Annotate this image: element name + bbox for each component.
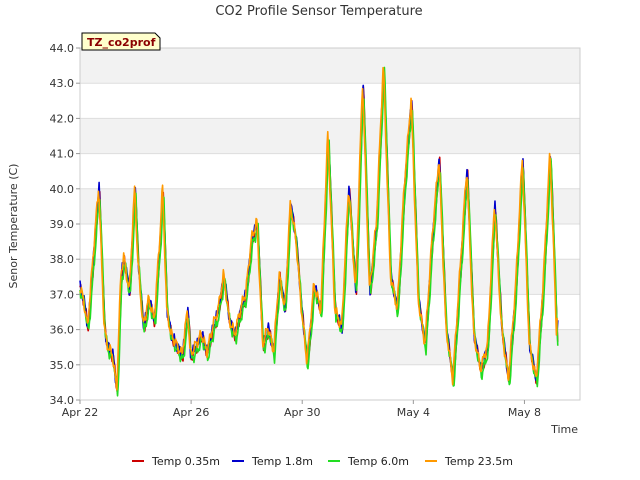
y-axis-label: Senor Temperature (C) bbox=[7, 164, 20, 289]
legend-label: Temp 6.0m bbox=[347, 455, 409, 468]
plot-band bbox=[80, 259, 580, 295]
y-tick-label: 35.0 bbox=[50, 359, 75, 372]
x-tick-label: Apr 26 bbox=[173, 406, 210, 419]
site-label-box: TZ_co2prof bbox=[81, 32, 161, 51]
plot-band bbox=[80, 364, 580, 400]
series-lines bbox=[79, 66, 559, 397]
x-tick-label: May 4 bbox=[397, 406, 430, 419]
y-axis-ticks: 34.0 35.0 36.0 37.0 38.0 39.0 40.0 41.0 42.0 43.0… bbox=[50, 42, 80, 407]
y-tick-label: 44.0 bbox=[50, 42, 75, 55]
y-tick-label: 39.0 bbox=[50, 218, 75, 231]
plot-band bbox=[80, 294, 580, 330]
plot-band bbox=[80, 48, 580, 84]
y-tick-label: 40.0 bbox=[50, 183, 75, 196]
y-tick-label: 37.0 bbox=[50, 288, 75, 301]
plot-band bbox=[80, 83, 580, 119]
chart-title: CO2 Profile Sensor Temperature bbox=[215, 4, 422, 19]
series-line-temp-23-5m bbox=[79, 66, 559, 391]
x-axis-label: Time bbox=[550, 423, 578, 436]
y-tick-label: 42.0 bbox=[50, 112, 75, 125]
x-axis-ticks: Apr 22 Apr 26 Apr 30 May 4 May 8 bbox=[62, 400, 541, 419]
x-tick-label: Apr 30 bbox=[284, 406, 321, 419]
y-tick-label: 43.0 bbox=[50, 77, 75, 90]
y-tick-label: 41.0 bbox=[50, 148, 75, 161]
x-tick-label: May 8 bbox=[508, 406, 541, 419]
plot-band bbox=[80, 224, 580, 260]
legend-label: Temp 1.8m bbox=[251, 455, 313, 468]
y-tick-label: 34.0 bbox=[50, 394, 75, 407]
x-tick-label: Apr 22 bbox=[62, 406, 99, 419]
plot-band bbox=[80, 329, 580, 365]
y-tick-label: 38.0 bbox=[50, 253, 75, 266]
legend: Temp 0.35m Temp 1.8m Temp 6.0m Temp 23.5m bbox=[132, 455, 513, 468]
y-tick-label: 36.0 bbox=[50, 324, 75, 337]
legend-label: Temp 23.5m bbox=[444, 455, 513, 468]
legend-label: Temp 0.35m bbox=[151, 455, 220, 468]
site-label: TZ_co2prof bbox=[87, 36, 156, 49]
